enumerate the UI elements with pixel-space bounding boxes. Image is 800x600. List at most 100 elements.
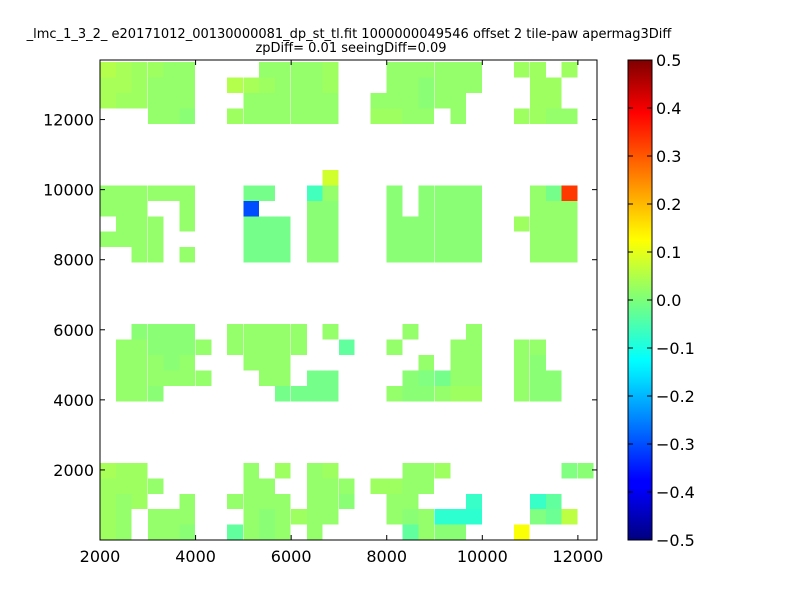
heatmap-cell — [306, 92, 323, 109]
heatmap-cell — [274, 370, 291, 386]
heatmap-cell — [530, 185, 546, 201]
heatmap-cell — [227, 77, 243, 93]
heatmap-cell — [545, 200, 562, 217]
heatmap-cell — [179, 355, 196, 371]
heatmap-cell — [561, 216, 578, 232]
colorbar: 0.5 0.4 0.3 0.2 0.1 0.0 −0.1 −0.2 −0.3 −0.4 −0.5 — [627, 51, 695, 550]
heatmap-cell — [466, 231, 482, 248]
heatmap-cell — [530, 247, 546, 263]
heatmap-cell — [402, 524, 419, 540]
heatmap-cell — [434, 462, 451, 479]
heatmap-cell — [131, 62, 148, 78]
heatmap-cell — [466, 355, 482, 371]
heatmap-cell — [386, 62, 403, 78]
heatmap-cell — [274, 92, 291, 109]
heatmap-cell — [100, 62, 116, 78]
heatmap-cell — [163, 62, 180, 78]
heatmap-cell — [259, 355, 275, 371]
heatmap-cell — [418, 92, 435, 109]
heatmap-cell — [243, 92, 260, 109]
heatmap-cell — [322, 62, 339, 78]
heatmap-cell — [131, 324, 148, 340]
heatmap-cell — [100, 185, 116, 201]
heatmap-cell — [115, 339, 132, 356]
heatmap-cell — [450, 62, 467, 78]
colorbar-tick-label: −0.5 — [656, 531, 695, 550]
colorbar-tick-label: 0.3 — [656, 147, 681, 166]
heatmap-cell — [115, 370, 132, 386]
heatmap-cell — [402, 108, 419, 124]
heatmap-cell — [466, 324, 482, 340]
heatmap-cell — [306, 247, 323, 263]
heatmap-cell — [147, 478, 164, 494]
heatmap-cell — [147, 77, 164, 93]
heatmap-cell — [179, 324, 196, 340]
heatmap-cell — [227, 339, 243, 356]
heatmap-cell — [274, 216, 291, 232]
heatmap-cell — [163, 339, 180, 356]
heatmap-cell — [418, 200, 435, 217]
heatmap-cell — [513, 524, 530, 540]
heatmap-cell — [530, 92, 546, 109]
heatmap-cell — [450, 385, 467, 402]
heatmap-cell — [274, 385, 291, 402]
heatmap-cell — [100, 524, 116, 540]
heatmap-cell — [545, 493, 562, 510]
heatmap-cell — [418, 509, 435, 525]
heatmap-cell — [179, 339, 196, 356]
heatmap-cell — [450, 216, 467, 232]
heatmap-cell — [418, 385, 435, 402]
heatmap-cell — [450, 509, 467, 525]
heatmap-cell — [115, 355, 132, 371]
heatmap-cell — [259, 216, 275, 232]
heatmap-cell — [306, 478, 323, 494]
heatmap-cell — [418, 462, 435, 479]
heatmap-cell — [386, 185, 403, 201]
heatmap-cell — [100, 509, 116, 525]
heatmap-cell — [530, 108, 546, 124]
heatmap-cell — [545, 92, 562, 109]
heatmap-cell — [450, 200, 467, 217]
heatmap-cell — [450, 92, 467, 109]
heatmap-cell — [386, 216, 403, 232]
x-tick-label: 10000 — [457, 547, 508, 566]
heatmap-cell — [545, 509, 562, 525]
heatmap-cell — [418, 231, 435, 248]
heatmap-cell — [530, 62, 546, 78]
heatmap-cell — [243, 231, 260, 248]
heatmap-cell — [434, 62, 451, 78]
x-tick-label: 4000 — [175, 547, 216, 566]
heatmap-cell — [100, 200, 116, 217]
heatmap-cell — [545, 216, 562, 232]
heatmap-cell — [370, 92, 387, 109]
heatmap-cell — [179, 509, 196, 525]
heatmap-cell — [322, 385, 339, 402]
heatmap-cell — [466, 62, 482, 78]
heatmap-cell — [259, 370, 275, 386]
heatmap-cell — [259, 324, 275, 340]
heatmap-cell — [291, 108, 307, 124]
heatmap-cell — [147, 185, 164, 201]
heatmap-cell — [274, 462, 291, 479]
colorbar-tick-label: −0.1 — [656, 339, 695, 358]
heatmap-cell — [147, 355, 164, 371]
heatmap-cell — [466, 77, 482, 93]
heatmap-cell — [131, 370, 148, 386]
heatmap-cell — [243, 355, 260, 371]
heatmap-cell — [434, 77, 451, 93]
heatmap-cell — [131, 493, 148, 510]
heatmap-cell — [131, 231, 148, 248]
heatmap-cell — [545, 385, 562, 402]
heatmap-cell — [466, 200, 482, 217]
colorbar-tick-label: 0.4 — [656, 99, 681, 118]
heatmap-cell — [402, 62, 419, 78]
heatmap-cell — [115, 200, 132, 217]
heatmap-cell — [545, 370, 562, 386]
heatmap-cell — [115, 493, 132, 510]
heatmap-cell — [402, 509, 419, 525]
heatmap-cell — [131, 385, 148, 402]
heatmap-cell — [545, 231, 562, 248]
y-tick-label: 12000 — [43, 111, 94, 130]
heatmap-cell — [322, 247, 339, 263]
heatmap-cell — [243, 108, 260, 124]
